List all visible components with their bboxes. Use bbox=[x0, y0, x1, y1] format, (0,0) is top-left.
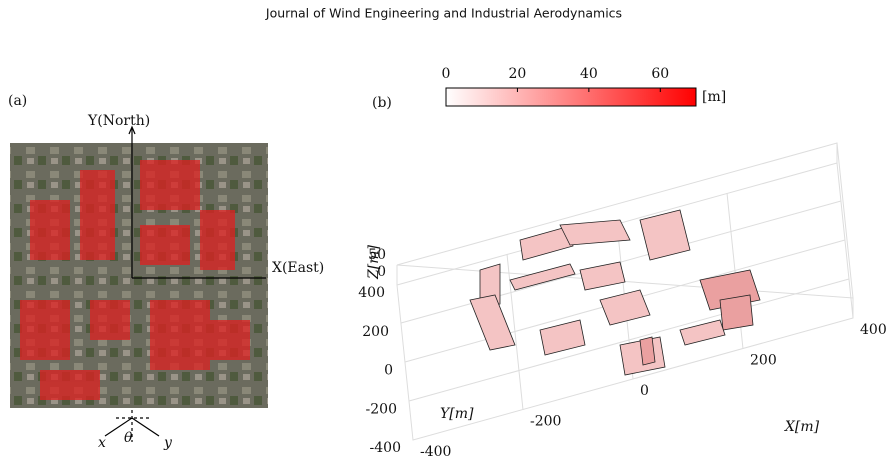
colorbar-tick-label: 0 bbox=[442, 66, 451, 82]
map-axes bbox=[104, 125, 266, 442]
x-axis-label: X(East) bbox=[272, 260, 324, 276]
axes-box bbox=[396, 142, 854, 441]
z-axis-label: Z[m] bbox=[366, 245, 382, 280]
wind-x: x bbox=[98, 435, 106, 451]
x-tick-label: -200 bbox=[530, 414, 561, 430]
y-axis-label: Y(North) bbox=[87, 113, 150, 129]
satellite-image bbox=[10, 143, 268, 408]
z-tick-label: 0 bbox=[377, 264, 386, 280]
y-axis-label: Y[m] bbox=[440, 406, 474, 422]
y-tick-label: -200 bbox=[366, 401, 397, 417]
x-tick-label: -400 bbox=[420, 444, 451, 460]
buildings bbox=[469, 209, 761, 376]
y-tick-label: -400 bbox=[370, 440, 401, 456]
journal-title: Journal of Wind Engineering and Industri… bbox=[265, 6, 622, 21]
wind-y: y bbox=[163, 435, 173, 451]
x-tick-label: 200 bbox=[750, 353, 777, 369]
y-tick-label: 200 bbox=[362, 324, 389, 340]
x-axis-label: X[m] bbox=[784, 419, 820, 435]
colorbar bbox=[445, 87, 697, 107]
x-tick-label: 400 bbox=[860, 322, 887, 338]
panel-label: (a) bbox=[8, 93, 27, 109]
y-tick-label: 0 bbox=[384, 363, 393, 379]
panel-label: (b) bbox=[372, 95, 392, 111]
wind-theta: θ bbox=[124, 430, 133, 446]
colorbar-tick-label: 40 bbox=[580, 66, 598, 82]
colorbar-tick-label: 20 bbox=[509, 66, 527, 82]
z-tick-label: 50 bbox=[368, 247, 386, 263]
y-tick-label: 400 bbox=[358, 285, 385, 301]
x-tick-label: 0 bbox=[640, 383, 649, 399]
colorbar-tick-label: 60 bbox=[651, 66, 669, 82]
colorbar-unit: [m] bbox=[702, 89, 726, 105]
